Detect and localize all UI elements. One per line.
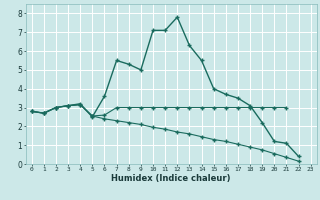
X-axis label: Humidex (Indice chaleur): Humidex (Indice chaleur) bbox=[111, 174, 231, 183]
